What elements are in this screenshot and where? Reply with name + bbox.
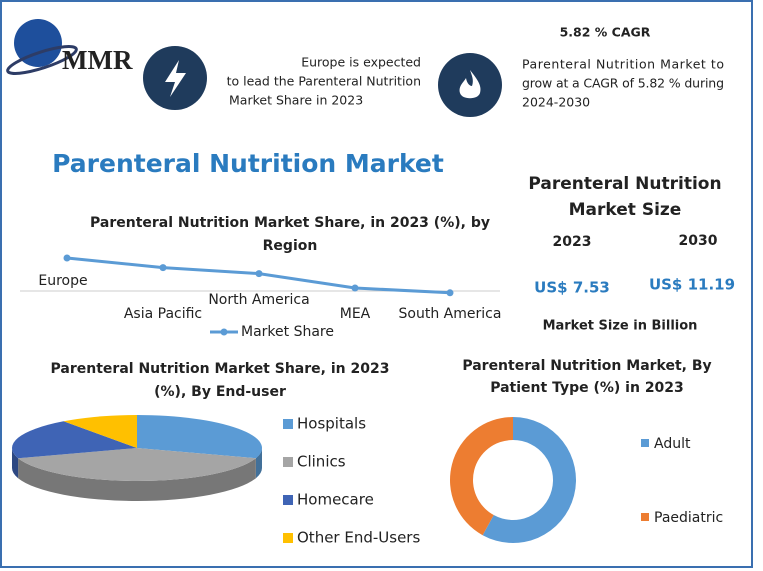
- legend-marker: [220, 328, 228, 336]
- chart-title: Parenteral Nutrition Market Share, in 20…: [90, 215, 490, 231]
- pie-slice: [63, 415, 138, 448]
- size-year: 2030: [679, 233, 718, 249]
- donut-slice: [450, 417, 513, 536]
- chart-title: Region: [263, 238, 318, 254]
- legend-label: Adult: [654, 436, 691, 452]
- line-point: [63, 254, 71, 262]
- size-amount: US$ 11.19: [649, 276, 735, 294]
- logo-globe: [14, 19, 62, 67]
- legend-label: Market Share: [241, 324, 334, 340]
- legend-swatch: [283, 419, 293, 429]
- legend-label: Other End-Users: [297, 529, 420, 547]
- europe-text: to lead the Parenteral Nutrition: [227, 74, 421, 89]
- europe-text: Market Share in 2023: [229, 93, 363, 108]
- size-note: Market Size in Billion: [543, 319, 698, 334]
- pie-slice: [18, 448, 256, 482]
- flame-icon: [438, 53, 502, 117]
- chart-title: Parenteral Nutrition Market, By: [462, 358, 711, 374]
- line-point: [255, 270, 263, 278]
- pie-side: [255, 448, 262, 479]
- logo-text: MMR: [62, 45, 133, 75]
- legend-label: Hospitals: [297, 415, 366, 433]
- cagr-text: grow at a CAGR of 5.82 % during: [522, 76, 724, 91]
- line-point: [159, 264, 167, 272]
- pie-slice: [11, 421, 137, 459]
- europe-text: Europe is expected: [301, 55, 421, 70]
- main-title: Parenteral Nutrition Market: [52, 149, 444, 178]
- size-title: Market Size: [569, 200, 682, 220]
- size-amount: US$ 7.53: [534, 279, 610, 297]
- pie-side: [12, 448, 19, 479]
- chart-title: Patient Type (%) in 2023: [490, 380, 684, 396]
- chart-title: (%), By End-user: [154, 384, 286, 400]
- x-tick-label: North America: [208, 292, 309, 308]
- cagr-text: Parenteral Nutrition Market to: [522, 57, 724, 72]
- legend-swatch: [283, 495, 293, 505]
- logo-orbit: [6, 45, 78, 75]
- legend-label: Clinics: [297, 453, 346, 471]
- legend-swatch: [641, 439, 649, 447]
- size-year: 2023: [553, 234, 592, 250]
- legend-label: Homecare: [297, 491, 374, 509]
- lightning-shape: [165, 60, 186, 97]
- legend-swatch: [283, 457, 293, 467]
- cagr-title: 5.82 % CAGR: [560, 25, 651, 40]
- legend-swatch: [283, 533, 293, 543]
- x-tick-label: South America: [399, 306, 502, 322]
- x-tick-label: Asia Pacific: [124, 306, 202, 322]
- legend-label: Paediatric: [654, 510, 723, 526]
- cagr-text: 2024-2030: [522, 95, 590, 110]
- x-tick-label: MEA: [340, 306, 371, 322]
- line-point: [351, 284, 359, 292]
- pie-slice: [137, 415, 262, 459]
- pie-side: [18, 458, 256, 502]
- chart-title: Parenteral Nutrition Market Share, in 20…: [51, 361, 390, 377]
- x-tick-label: Europe: [38, 273, 87, 289]
- size-title: Parenteral Nutrition: [528, 174, 721, 194]
- legend-swatch: [641, 513, 649, 521]
- line-point: [446, 289, 454, 297]
- flame-shape: [459, 70, 481, 99]
- donut-slice: [482, 417, 576, 543]
